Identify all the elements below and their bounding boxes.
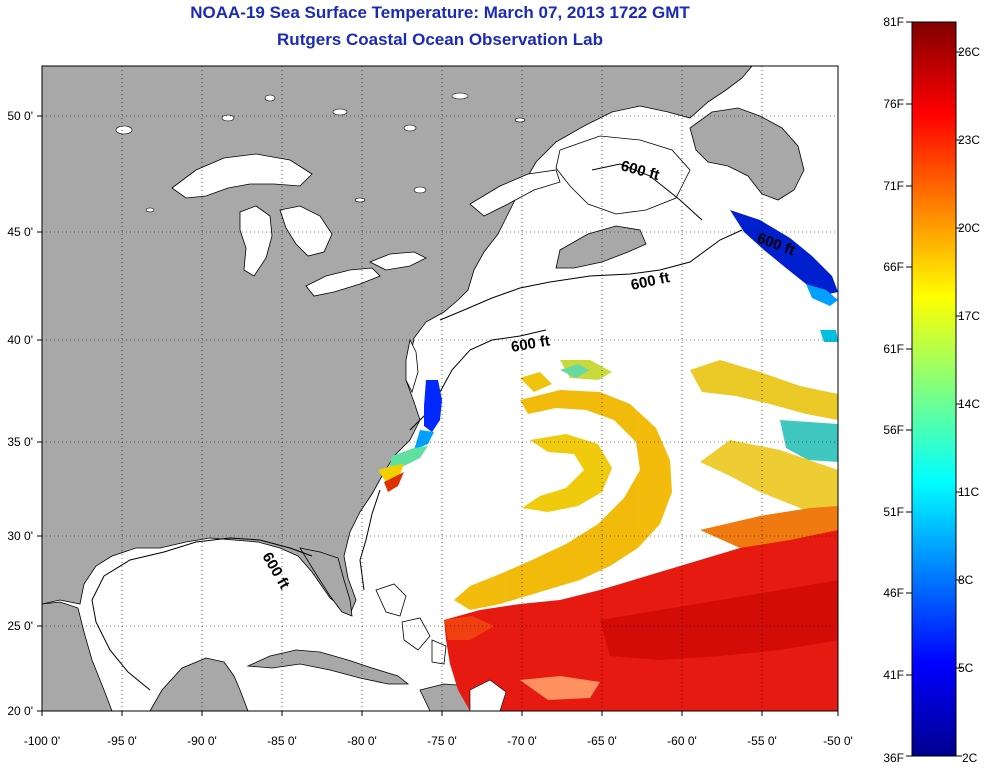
- lon-tick-label: -50 0': [823, 734, 853, 748]
- colorbar-label-f: 36F: [883, 751, 904, 765]
- lon-tick-label: -95 0': [107, 734, 137, 748]
- colorbar-label-c: 5C: [958, 661, 974, 675]
- colorbar-gradient: [911, 21, 957, 757]
- sst-coastal-band: [378, 380, 442, 492]
- isobath-contours: [91, 163, 743, 691]
- st-lawrence-estuary: [469, 169, 561, 217]
- sst-east-band: [690, 360, 838, 520]
- sst-swirl: [454, 360, 672, 610]
- colorbar-label-c: 26C: [958, 45, 980, 59]
- map-title: NOAA-19 Sea Surface Temperature: March 0…: [190, 3, 690, 22]
- lon-tick-label: -85 0': [267, 734, 297, 748]
- longitude-labels: -100 0' -95 0' -90 0' -85 0' -80 0' -75 …: [24, 734, 853, 748]
- latitude-labels: 20 0' 25 0' 30 0' 35 0' 40 0' 45 0' 50 0…: [7, 109, 33, 718]
- colorbar-label-c: 2C: [962, 751, 978, 765]
- lat-tick-label: 45 0': [7, 225, 33, 239]
- map-frame: [41, 65, 839, 712]
- lat-tick-label: 40 0': [7, 333, 33, 347]
- yucatan-land: [149, 657, 249, 711]
- sst-northeast-patch: [730, 210, 838, 342]
- map-subtitle: Rutgers Coastal Ocean Observation Lab: [277, 30, 603, 49]
- colorbar-label-f: 71F: [883, 179, 904, 193]
- colorbar-label-c: 8C: [958, 573, 974, 587]
- lat-tick-label: 25 0': [7, 619, 33, 633]
- colorbar-label-c: 23C: [958, 133, 980, 147]
- florida-peninsula: [299, 547, 353, 617]
- lat-tick-label: 20 0': [7, 704, 33, 718]
- colorbar-label-f: 41F: [883, 668, 904, 682]
- colorbar-label-c: 20C: [958, 221, 980, 235]
- axis-ticks: [37, 115, 839, 716]
- lake-erie: [305, 267, 381, 297]
- sst-warm-region: [444, 506, 838, 711]
- lon-tick-label: -90 0': [187, 734, 217, 748]
- lake-huron: [279, 205, 333, 257]
- mexico-land: [42, 601, 113, 711]
- lake-michigan: [239, 205, 273, 277]
- lon-tick-label: -75 0': [427, 734, 457, 748]
- lat-tick-label: 30 0': [7, 529, 33, 543]
- lake-ontario: [369, 251, 427, 271]
- lat-tick-label: 50 0': [7, 109, 33, 123]
- colorbar-label-f: 61F: [883, 342, 904, 356]
- lon-tick-label: -65 0': [587, 734, 617, 748]
- colorbar-label-f: 76F: [883, 97, 904, 111]
- north-america-land: [42, 66, 753, 615]
- bahamas-islands: [375, 583, 447, 665]
- colorbar-label-c: 11C: [958, 485, 979, 499]
- lon-tick-label: -60 0': [667, 734, 697, 748]
- colorbar-label-f: 81F: [883, 15, 904, 29]
- colorbar-label-c: 14C: [958, 397, 980, 411]
- cuba-island: [246, 649, 410, 685]
- lon-tick-label: -70 0': [507, 734, 537, 748]
- lon-tick-label: -55 0': [747, 734, 777, 748]
- lon-tick-label: -80 0': [347, 734, 377, 748]
- inland-lakes: [115, 92, 526, 213]
- grid-lines: [42, 66, 838, 711]
- chesapeake-bay: [405, 338, 419, 394]
- colorbar-label-f: 66F: [883, 260, 904, 274]
- lon-tick-label: -100 0': [24, 734, 60, 748]
- gulf-st-lawrence: [555, 135, 691, 215]
- lake-superior: [171, 153, 313, 199]
- lat-tick-label: 35 0': [7, 435, 33, 449]
- colorbar-label-f: 46F: [883, 586, 904, 600]
- colorbar-label-c: 17C: [958, 309, 980, 323]
- contour-label-mid-atlantic: 600 ft: [510, 332, 552, 356]
- colorbar-label-f: 56F: [883, 423, 904, 437]
- colorbar-label-f: 51F: [883, 505, 904, 519]
- temperature-colorbar: 81F 76F 71F 66F 61F 56F 51F 46F 41F 36F …: [883, 15, 980, 765]
- newfoundland-land: [689, 107, 805, 201]
